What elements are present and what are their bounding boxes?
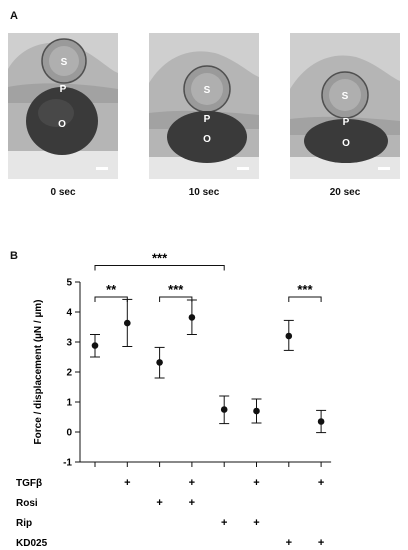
label-o: O — [342, 138, 350, 149]
treatment-mark: + — [253, 477, 259, 489]
treatment-label: Rip — [16, 518, 32, 529]
mean-point — [253, 407, 260, 415]
treatment-label: KD025 — [16, 538, 48, 549]
y-axis-label: Force / displacement (µN / µm) — [33, 300, 44, 445]
label-p: P — [343, 117, 350, 128]
treatment-mark: + — [318, 537, 324, 549]
y-tick-label: 3 — [66, 338, 72, 349]
label-p: P — [204, 114, 211, 125]
y-tick-label: 2 — [66, 368, 72, 379]
significance-label: *** — [168, 282, 184, 297]
time-label-20: 20 sec — [329, 187, 361, 198]
panel-b-letter: B — [10, 250, 18, 262]
significance-bracket — [288, 296, 322, 302]
treatment-mark: + — [189, 497, 195, 509]
treatment-label: Rosi — [16, 498, 38, 509]
mean-point — [220, 406, 228, 413]
label-o: O — [203, 134, 211, 145]
micrograph-20sec: S P O — [290, 33, 400, 179]
mean-point — [156, 359, 163, 366]
y-tick-label: 0 — [66, 428, 72, 439]
treatment-mark: + — [253, 517, 259, 529]
micrograph-0sec: S P O — [8, 33, 118, 179]
mean-point — [317, 418, 325, 425]
y-tick-label: 5 — [66, 278, 72, 289]
treatment-label: TGFβ — [16, 478, 42, 489]
significance-label: *** — [297, 282, 313, 297]
significance-bracket — [94, 265, 225, 271]
mean-point — [188, 314, 196, 321]
time-label-10: 10 sec — [188, 187, 220, 198]
panel-a-letter: A — [10, 10, 18, 22]
treatment-mark: + — [156, 497, 162, 509]
y-tick-label: 1 — [66, 398, 72, 409]
label-s: S — [61, 57, 68, 68]
significance-label: ** — [106, 282, 117, 297]
treatment-mark: + — [286, 537, 292, 549]
mean-point — [124, 319, 131, 327]
treatment-mark: + — [124, 477, 130, 489]
label-p: P — [60, 84, 67, 95]
label-o: O — [58, 119, 66, 130]
mean-point — [285, 332, 293, 340]
time-label-0: 0 sec — [50, 187, 76, 198]
mean-point — [91, 342, 99, 349]
significance-label: *** — [152, 251, 168, 266]
y-tick-label: -1 — [63, 458, 72, 469]
micrograph-10sec: S P O — [149, 33, 259, 179]
treatment-mark: + — [189, 477, 195, 489]
label-s: S — [204, 85, 211, 96]
y-tick-label: 4 — [66, 308, 72, 319]
treatment-mark: + — [221, 517, 227, 529]
label-s: S — [342, 91, 349, 102]
treatment-mark: + — [318, 477, 324, 489]
